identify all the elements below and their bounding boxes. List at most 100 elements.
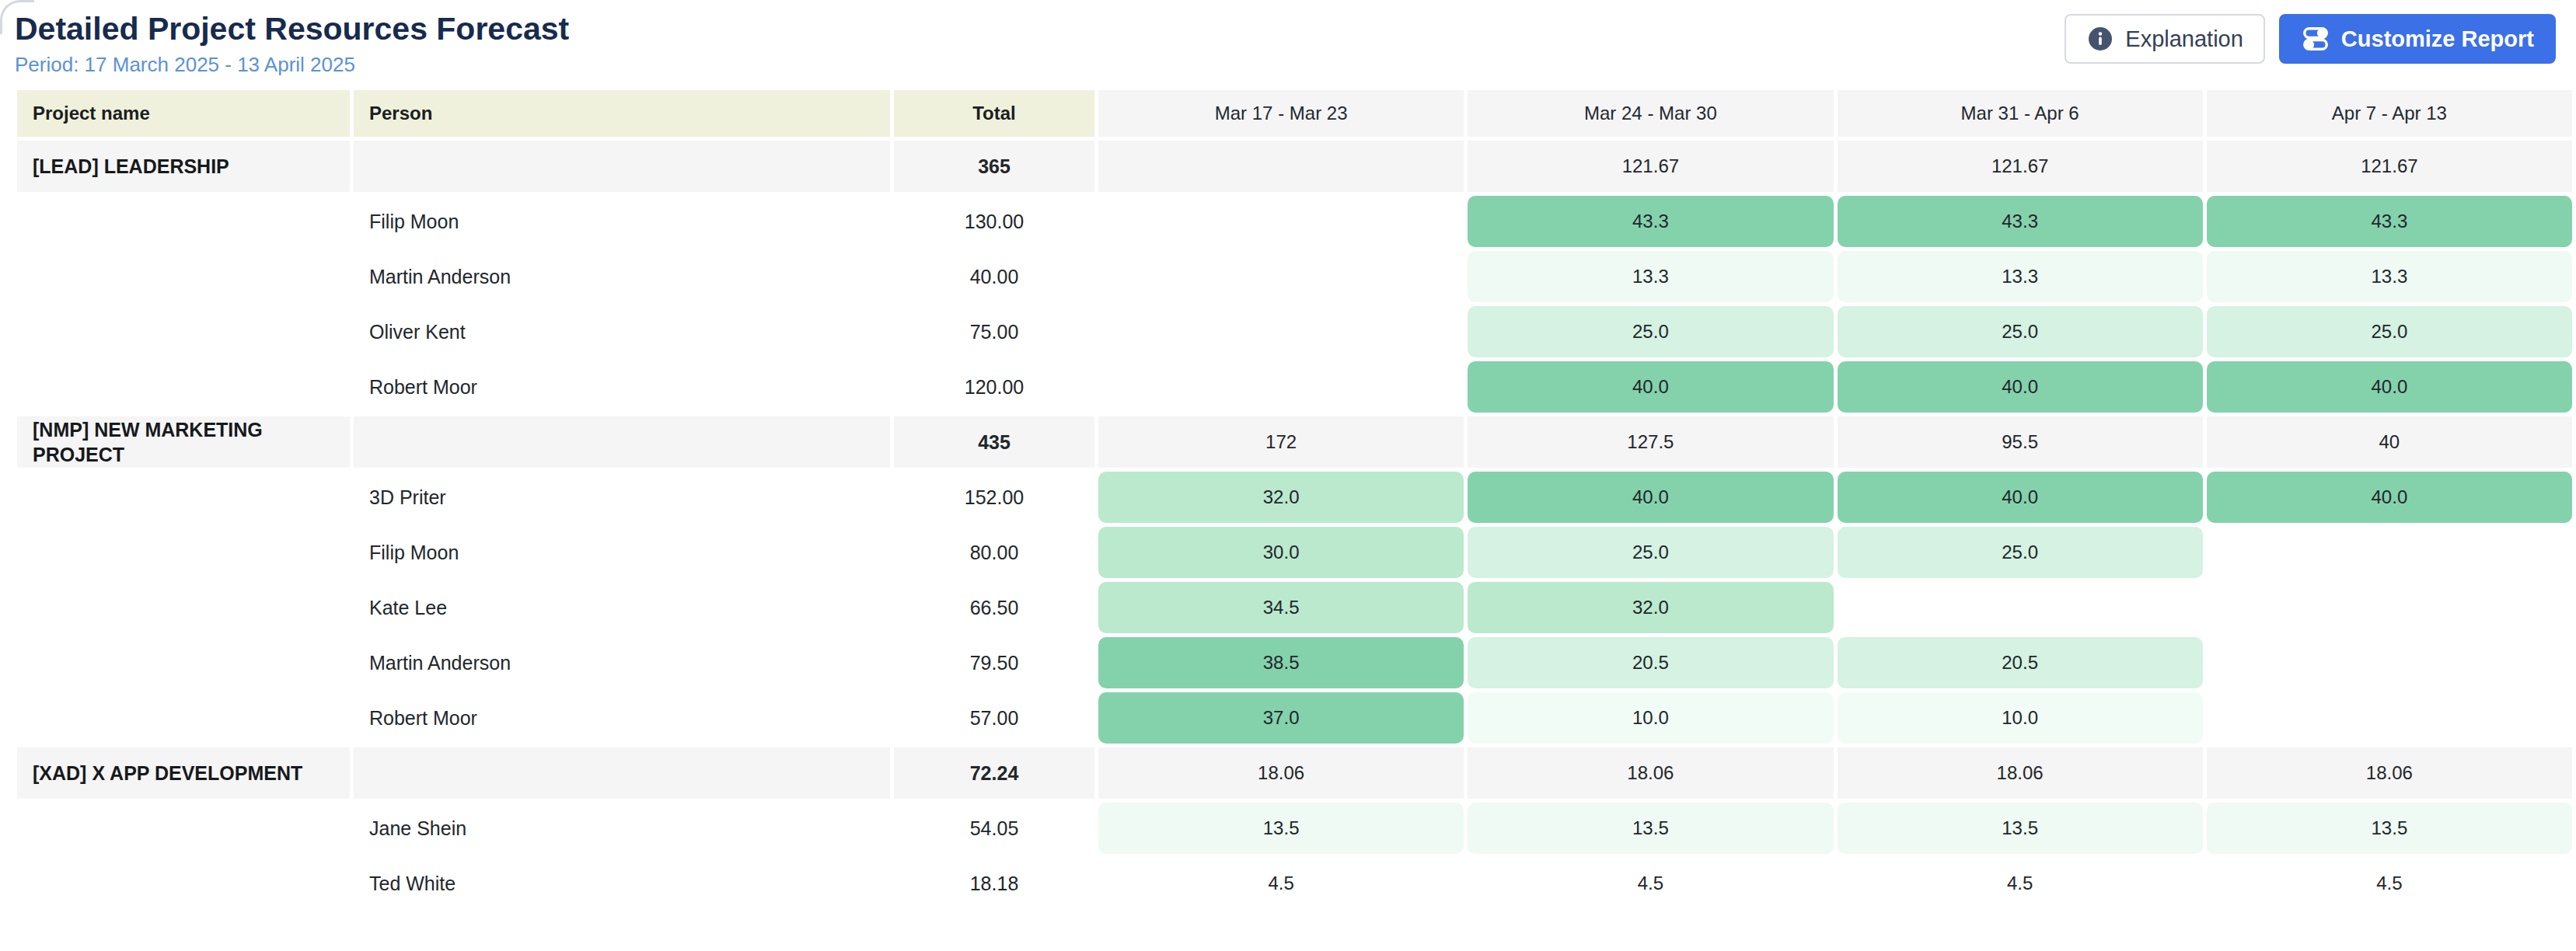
col-header-week-2: Mar 24 - Mar 30 [1468,90,1833,137]
week-value-cell: 25.0 [1468,527,1833,578]
person-row: Martin Anderson40.0013.313.313.3 [17,251,2572,302]
week-value-cell: 20.5 [1468,637,1833,688]
allocation-pill: 13.5 [2207,803,2572,854]
allocation-pill: 13.5 [1838,803,2203,854]
week-value-cell: 43.3 [1468,196,1833,247]
week-value-cell: 18.06 [1838,747,2203,799]
person-row: Martin Anderson79.5038.520.520.5 [17,637,2572,688]
week-value-cell: 32.0 [1468,582,1833,633]
project-name-cell: [NMP] NEW MARKETING PROJECT [17,416,350,468]
allocation-pill: 25.0 [2207,306,2572,357]
person-cell: Robert Moor [354,692,890,744]
forecast-table: Project name Person Total Mar 17 - Mar 2… [13,86,2576,913]
total-cell: 75.00 [894,306,1094,357]
col-header-week-1: Mar 17 - Mar 23 [1098,90,1464,137]
allocation-pill: 32.0 [1468,582,1833,633]
total-cell: 130.00 [894,196,1094,247]
week-value-cell: 40.0 [2207,472,2572,523]
project-name-cell [17,803,350,854]
person-row: Jane Shein54.0513.513.513.513.5 [17,803,2572,854]
week-value-cell: 13.5 [1468,803,1833,854]
person-row: Filip Moon80.0030.025.025.0 [17,527,2572,578]
page-title: Detailed Project Resources Forecast [15,11,569,47]
report-period: Period: 17 March 2025 - 13 April 2025 [15,53,569,77]
week-value-cell [2207,582,2572,633]
person-cell [354,416,890,468]
week-value-cell: 30.0 [1098,527,1464,578]
allocation-pill: 20.5 [1838,637,2203,688]
week-value-cell: 43.3 [2207,196,2572,247]
allocation-pill: 40.0 [2207,472,2572,523]
week-value-cell: 18.06 [1468,747,1833,799]
allocation-pill: 13.3 [1468,251,1833,302]
allocation-pill: 32.0 [1098,472,1464,523]
project-name-cell [17,692,350,744]
week-value-cell: 40.0 [1468,361,1833,413]
person-row: Oliver Kent75.0025.025.025.0 [17,306,2572,357]
week-value-cell [1098,251,1464,302]
week-value-cell: 4.5 [2207,858,2572,909]
project-name-cell [17,527,350,578]
allocation-pill: 13.5 [1098,803,1464,854]
person-cell: Martin Anderson [354,637,890,688]
person-row: Robert Moor57.0037.010.010.0 [17,692,2572,744]
week-value-cell [1098,196,1464,247]
info-circle-icon [2086,25,2114,53]
week-value-cell: 4.5 [1468,858,1833,909]
week-value-cell [1098,306,1464,357]
total-cell: 80.00 [894,527,1094,578]
week-value-cell: 13.3 [1468,251,1833,302]
col-header-person: Person [354,90,890,137]
person-row: Kate Lee66.5034.532.0 [17,582,2572,633]
toolbar: Explanation Customize Report [2065,14,2556,64]
allocation-pill: 10.0 [1838,692,2203,744]
total-cell: 152.00 [894,472,1094,523]
week-value-cell: 37.0 [1098,692,1464,744]
week-value-cell: 121.67 [1838,141,2203,192]
project-name-cell [17,582,350,633]
total-cell: 365 [894,141,1094,192]
week-value-cell: 13.3 [1838,251,2203,302]
week-value-cell: 20.5 [1838,637,2203,688]
col-header-total: Total [894,90,1094,137]
person-row: 3D Priter152.0032.040.040.040.0 [17,472,2572,523]
project-row: [LEAD] LEADERSHIP365121.67121.67121.67 [17,141,2572,192]
person-cell: Kate Lee [354,582,890,633]
allocation-pill: 25.0 [1468,306,1833,357]
week-value-cell: 4.5 [1838,858,2203,909]
week-value-cell: 13.3 [2207,251,2572,302]
week-value-cell: 25.0 [2207,306,2572,357]
project-name-cell [17,251,350,302]
person-cell: Robert Moor [354,361,890,413]
total-cell: 54.05 [894,803,1094,854]
sliders-icon [2301,24,2330,54]
total-cell: 120.00 [894,361,1094,413]
col-header-project-name: Project name [17,90,350,137]
allocation-pill: 40.0 [1468,361,1833,413]
project-name-cell: [LEAD] LEADERSHIP [17,141,350,192]
week-value-cell [2207,637,2572,688]
explanation-button[interactable]: Explanation [2065,14,2265,64]
week-value-cell: 172 [1098,416,1464,468]
week-value-cell: 40 [2207,416,2572,468]
week-value-cell: 25.0 [1838,306,2203,357]
week-value-cell: 4.5 [1098,858,1464,909]
total-cell: 79.50 [894,637,1094,688]
person-cell: Ted White [354,858,890,909]
week-value-cell: 40.0 [1838,361,2203,413]
project-row: [XAD] X APP DEVELOPMENT72.2418.0618.0618… [17,747,2572,799]
week-value-cell: 25.0 [1838,527,2203,578]
project-name-cell [17,858,350,909]
project-row: [NMP] NEW MARKETING PROJECT435172127.595… [17,416,2572,468]
week-value-cell: 10.0 [1838,692,2203,744]
allocation-pill: 40.0 [1838,361,2203,413]
person-cell: Martin Anderson [354,251,890,302]
customize-report-button[interactable]: Customize Report [2279,14,2556,64]
report-page: Detailed Project Resources Forecast Peri… [0,0,2576,951]
week-value-cell [2207,527,2572,578]
week-value-cell: 18.06 [1098,747,1464,799]
allocation-pill: 38.5 [1098,637,1464,688]
project-name-cell [17,361,350,413]
person-row: Robert Moor120.0040.040.040.0 [17,361,2572,413]
person-row: Ted White18.184.54.54.54.5 [17,858,2572,909]
